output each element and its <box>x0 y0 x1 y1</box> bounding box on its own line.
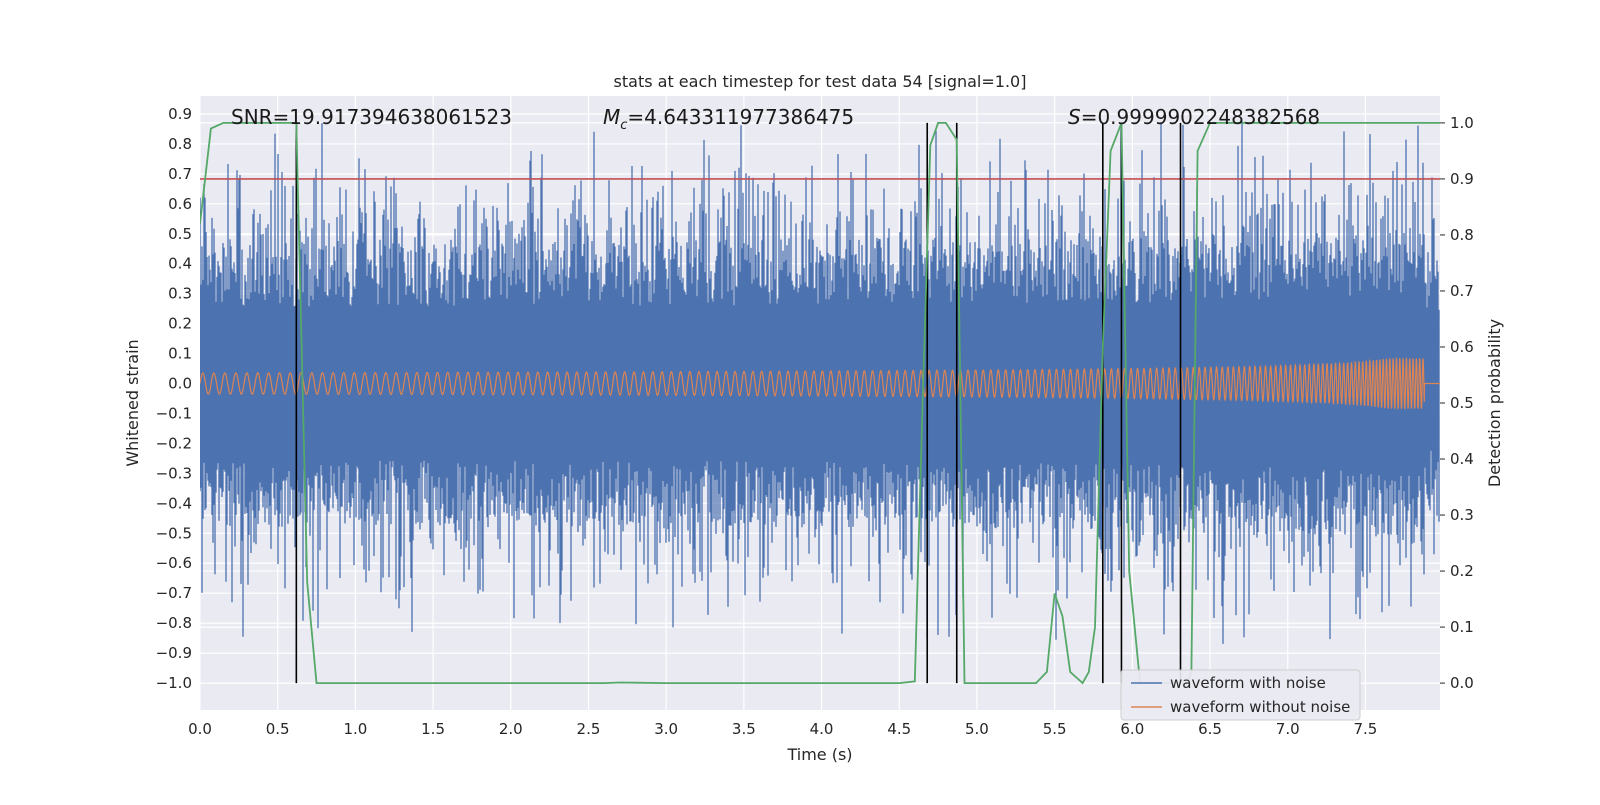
y-left-tick-label: −0.6 <box>156 554 192 572</box>
x-tick-label: 3.0 <box>654 720 678 738</box>
y-left-tick-label: −0.4 <box>156 494 192 512</box>
x-tick-label: 4.0 <box>810 720 834 738</box>
legend: waveform with noise waveform without noi… <box>1120 669 1361 721</box>
y-right-tick-label: 0.1 <box>1450 618 1474 636</box>
x-tick-label: 6.0 <box>1120 720 1144 738</box>
y-left-tick-label: −0.2 <box>156 434 192 452</box>
y-left-tick-label: −0.7 <box>156 584 192 602</box>
y-right-tick-label: 0.2 <box>1450 562 1474 580</box>
y-left-tick-label: −0.9 <box>156 644 192 662</box>
x-tick-label: 2.5 <box>577 720 601 738</box>
y-left-tick-label: 0.5 <box>168 225 192 243</box>
chart-title: stats at each timestep for test data 54 … <box>614 72 1027 91</box>
legend-label-clean: waveform without noise <box>1170 698 1350 716</box>
y-left-tick-label: 0.4 <box>168 255 192 273</box>
y-left-tick-label: 0.2 <box>168 315 192 333</box>
y-left-tick-label: 0.9 <box>168 105 192 123</box>
x-tick-label: 5.5 <box>1043 720 1067 738</box>
y-right-tick-label: 0.0 <box>1450 674 1474 692</box>
y-right-tick-label: 0.7 <box>1450 282 1474 300</box>
y-right-tick-label: 0.9 <box>1450 170 1474 188</box>
y-right-tick-label: 0.4 <box>1450 450 1474 468</box>
y-axis-right-ticks: 1.0 0.9 0.8 0.7 0.6 0.5 0.4 0.3 0.2 0.1 0.0 <box>1440 114 1474 692</box>
y-left-tick-label: −0.8 <box>156 614 192 632</box>
x-axis-ticks: 0.0 0.5 1.0 1.5 2.0 2.5 3.0 3.5 4.0 4.5 5.0 5.5 6.0 6… <box>188 720 1377 738</box>
y-left-tick-label: 0.1 <box>168 345 192 363</box>
y-left-tick-label: 0.8 <box>168 135 192 153</box>
x-tick-label: 2.0 <box>499 720 523 738</box>
chirp-mass-annotation: Mc=4.643311977386475 <box>603 105 854 133</box>
x-tick-label: 0.5 <box>266 720 290 738</box>
x-tick-label: 3.5 <box>732 720 756 738</box>
legend-label-noisy: waveform with noise <box>1170 674 1326 692</box>
snr-annotation: SNR=19.917394638061523 <box>231 105 512 129</box>
y-left-tick-label: −0.5 <box>156 524 192 542</box>
waveform-without-noise-line <box>200 356 1440 410</box>
y-right-tick-label: 1.0 <box>1450 114 1474 132</box>
y-axis-left-ticks: 0.9 0.8 0.7 0.6 0.5 0.4 0.3 0.2 0.1 0.0 −0.1 −0.2 −0… <box>156 105 192 692</box>
score-annotation: S=0.9999902248382568 <box>1068 105 1320 129</box>
x-tick-label: 5.0 <box>965 720 989 738</box>
legend-box <box>1120 669 1361 721</box>
y-right-tick-label: 0.8 <box>1450 226 1474 244</box>
y-left-tick-label: 0.3 <box>168 285 192 303</box>
y-axis-left-label: Whitened strain <box>123 339 142 466</box>
y-axis-right-label: Detection probability <box>1485 319 1504 487</box>
y-right-tick-label: 0.3 <box>1450 506 1474 524</box>
x-axis-label: Time (s) <box>786 745 852 764</box>
x-tick-label: 7.5 <box>1353 720 1377 738</box>
y-right-tick-label: 0.5 <box>1450 394 1474 412</box>
x-tick-label: 7.0 <box>1276 720 1300 738</box>
y-left-tick-label: −1.0 <box>156 674 192 692</box>
x-tick-label: 6.5 <box>1198 720 1222 738</box>
y-left-tick-label: −0.3 <box>156 464 192 482</box>
x-tick-label: 1.5 <box>421 720 445 738</box>
y-left-tick-label: 0.6 <box>168 195 192 213</box>
x-tick-label: 1.0 <box>343 720 367 738</box>
y-left-tick-label: −0.1 <box>156 404 192 422</box>
x-tick-label: 0.0 <box>188 720 212 738</box>
y-left-tick-label: 0.7 <box>168 165 192 183</box>
x-tick-label: 4.5 <box>887 720 911 738</box>
y-right-tick-label: 0.6 <box>1450 338 1474 356</box>
clean-waveform-series <box>200 356 1440 410</box>
y-left-tick-label: 0.0 <box>168 375 192 393</box>
